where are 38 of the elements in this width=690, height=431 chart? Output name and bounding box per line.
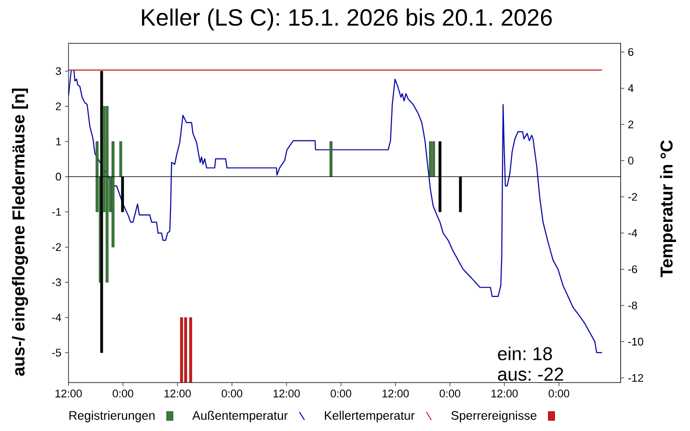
x-tick-label: 12:00: [382, 390, 409, 398]
y2-tick-label: 0: [628, 156, 634, 165]
y-axis-title: aus-/ eingeflogene Fledermäuse [n]: [12, 88, 28, 376]
y2-tick-label: -4: [628, 229, 638, 237]
y2-tick-label: 2: [628, 120, 634, 128]
x-tick-label: 12:00: [492, 390, 518, 398]
legend-label: Außentemperatur: [192, 410, 288, 422]
x-tick-label: 0:00: [548, 390, 570, 398]
x-tick-label: 0:00: [330, 390, 352, 398]
y2-tick-label: 6: [628, 48, 634, 56]
y2-tick-label: -6: [628, 265, 638, 274]
y-tick-label: -5: [52, 348, 61, 357]
y2-tick-label: -8: [628, 302, 638, 310]
x-tick-label: 12:00: [164, 390, 191, 398]
y2-axis-title: Temperatur in °C: [660, 140, 676, 278]
chart-title: Keller (LS C): 15.1. 2026 bis 20.1. 2026: [142, 8, 552, 30]
x-tick-label: 12:00: [274, 390, 300, 398]
y-tick-label: -4: [52, 314, 62, 322]
y-tick-label: -2: [52, 243, 61, 251]
x-tick-label: 0:00: [112, 390, 134, 398]
y2-tick-label: -2: [628, 193, 637, 201]
legend-label: Kellertemperatur: [324, 410, 415, 422]
y-tick-label: -3: [52, 278, 61, 286]
y-tick-label: 3: [56, 67, 61, 75]
y-tick-label: 0: [56, 172, 62, 181]
x-tick-label: 0:00: [222, 390, 242, 398]
y2-tick-label: -10: [628, 338, 644, 346]
annotation: aus: -22: [498, 368, 564, 381]
annotation: ein: 18: [498, 346, 552, 360]
x-tick-label: 12:00: [56, 390, 82, 398]
y-tick-label: -1: [52, 208, 61, 216]
legend-label: Registrierungen: [69, 410, 154, 422]
x-tick-label: 0:00: [440, 390, 460, 398]
y-tick-label: 1: [56, 138, 61, 146]
y-tick-label: 2: [56, 102, 61, 110]
legend-label: Sperrereignisse: [451, 410, 536, 422]
y2-tick-label: -12: [628, 374, 644, 382]
y2-tick-label: 4: [628, 84, 634, 92]
